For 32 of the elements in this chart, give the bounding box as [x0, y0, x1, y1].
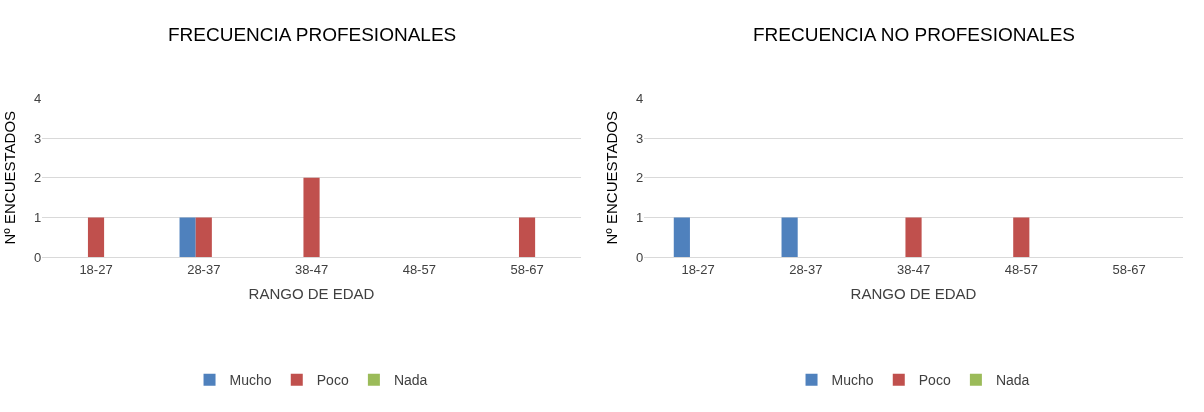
chart-title: FRECUENCIA NO PROFESIONALES: [753, 24, 1076, 45]
x-tick-label: 48-57: [402, 261, 436, 277]
x-tick-label: 38-47: [294, 261, 329, 277]
legend-label: Mucho: [831, 372, 874, 389]
legend-label: Nada: [393, 372, 428, 389]
y-tick-label: 0: [635, 249, 644, 265]
legend-label: Poco: [918, 372, 951, 389]
y-tick-label: 4: [33, 90, 42, 106]
y-tick-label: 3: [635, 130, 644, 146]
x-tick-label: 18-27: [79, 261, 113, 277]
x-axis-title: RANGO DE EDAD: [850, 284, 977, 302]
y-tick-label: 2: [33, 170, 42, 186]
x-tick-label: 38-47: [896, 261, 931, 277]
x-tick-label: 28-37: [789, 261, 823, 277]
x-tick-label: 18-27: [681, 261, 715, 277]
y-axis-title: Nº ENCUESTADOS: [1, 110, 19, 245]
chart-title: FRECUENCIA PROFESIONALES: [168, 24, 457, 45]
x-axis-title: RANGO DE EDAD: [248, 284, 375, 302]
x-tick-label: 48-57: [1004, 261, 1038, 277]
x-tick-label: 28-37: [187, 261, 221, 277]
y-axis-title: Nº ENCUESTADOS: [603, 110, 621, 245]
x-tick-label: 58-67: [1112, 261, 1146, 277]
legend-label: Nada: [995, 372, 1030, 389]
legend-label: Poco: [316, 372, 349, 389]
x-tick-label: 58-67: [510, 261, 544, 277]
y-tick-label: 2: [635, 170, 644, 186]
y-tick-label: 1: [635, 209, 644, 225]
y-tick-label: 3: [33, 130, 42, 146]
legend-label: Mucho: [229, 372, 272, 389]
y-tick-label: 4: [635, 90, 644, 106]
y-tick-label: 1: [33, 209, 42, 225]
y-tick-label: 0: [33, 249, 42, 265]
